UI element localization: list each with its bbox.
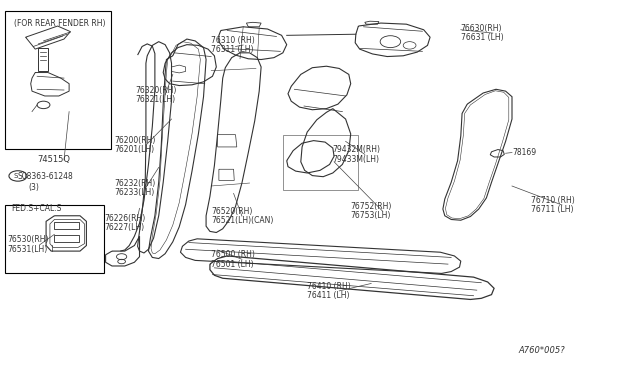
Text: 76233(LH): 76233(LH) [114,188,154,197]
Text: 76710 (RH): 76710 (RH) [531,196,575,205]
Bar [54,222,79,229]
Text: 78169: 78169 [512,148,536,157]
Text: 76631 (LH): 76631 (LH) [461,33,504,42]
Text: FED.S+CAL.S: FED.S+CAL.S [12,204,62,213]
Text: 76753(LH): 76753(LH) [351,211,391,220]
Text: 76531(LH): 76531(LH) [8,245,48,254]
Text: 76411 (LH): 76411 (LH) [307,291,349,300]
Text: 76501 (LH): 76501 (LH) [211,260,254,269]
Text: 76201(LH): 76201(LH) [114,145,154,154]
Text: 76320(RH): 76320(RH) [136,86,177,94]
Text: 76232(RH): 76232(RH) [114,179,155,187]
Text: 76711 (LH): 76711 (LH) [531,205,573,214]
Bar [283,135,358,190]
Text: (FOR REAR FENDER RH): (FOR REAR FENDER RH) [14,19,106,28]
Text: 76227(LH): 76227(LH) [104,223,145,232]
Text: 76310 (RH): 76310 (RH) [211,36,255,45]
Text: 76311 (LH): 76311 (LH) [211,45,253,54]
Text: 76410 (RH): 76410 (RH) [307,282,351,291]
Text: S: S [14,173,18,179]
Text: 76500 (RH): 76500 (RH) [211,250,255,259]
Bar [54,235,79,242]
Text: 76321(LH): 76321(LH) [136,95,176,104]
Text: S08363-61248: S08363-61248 [18,172,74,181]
Text: 74515Q: 74515Q [37,155,70,164]
Text: 76630(RH): 76630(RH) [461,24,502,33]
Text: 79432M(RH): 79432M(RH) [333,145,381,154]
Bar [5,11,111,149]
Text: 76752(RH): 76752(RH) [351,202,392,211]
Text: 76521(LH)(CAN): 76521(LH)(CAN) [211,217,273,225]
Text: 76520(RH): 76520(RH) [211,207,253,216]
Bar [5,205,104,273]
Text: 79433M(LH): 79433M(LH) [333,155,380,164]
Text: (3): (3) [29,183,40,192]
Text: 76530(RH): 76530(RH) [8,235,49,244]
Text: 76200(RH): 76200(RH) [114,136,156,145]
Text: A760*005?: A760*005? [518,346,565,355]
Text: 76226(RH): 76226(RH) [104,214,145,223]
